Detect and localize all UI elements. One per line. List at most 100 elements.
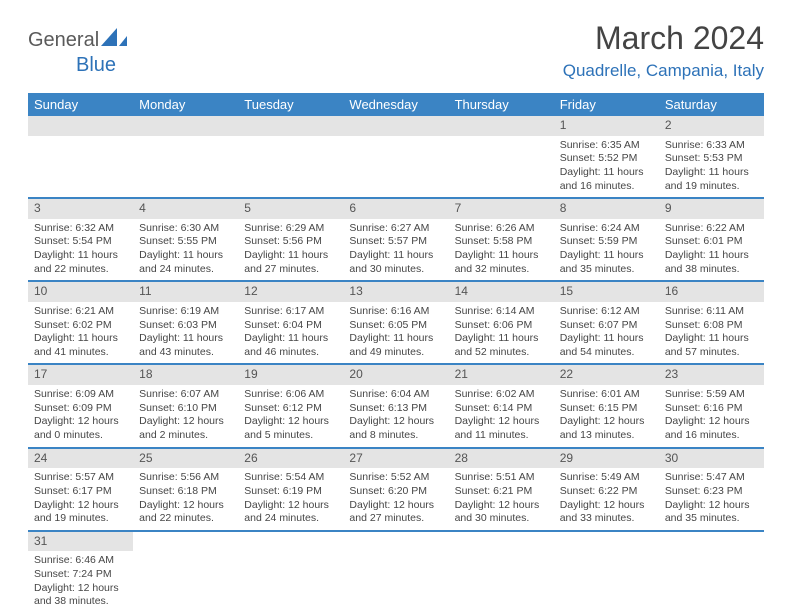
- calendar-cell: 23Sunrise: 5:59 AMSunset: 6:16 PMDayligh…: [659, 364, 764, 447]
- calendar-week: 31Sunrise: 6:46 AMSunset: 7:24 PMDayligh…: [28, 531, 764, 613]
- sunset-text: Sunset: 6:01 PM: [665, 235, 758, 249]
- calendar-cell: [449, 531, 554, 613]
- sunrise-text: Sunrise: 6:11 AM: [665, 305, 758, 319]
- daylight-text: Daylight: 12 hours and 27 minutes.: [349, 499, 442, 526]
- daylight-text: Daylight: 11 hours and 30 minutes.: [349, 249, 442, 276]
- day-number: 7: [449, 199, 554, 219]
- day-content: Sunrise: 6:06 AMSunset: 6:12 PMDaylight:…: [238, 385, 343, 447]
- calendar-cell: 5Sunrise: 6:29 AMSunset: 5:56 PMDaylight…: [238, 198, 343, 281]
- day-number: 16: [659, 282, 764, 302]
- day-content: Sunrise: 5:51 AMSunset: 6:21 PMDaylight:…: [449, 468, 554, 530]
- calendar-cell: 14Sunrise: 6:14 AMSunset: 6:06 PMDayligh…: [449, 281, 554, 364]
- day-content: Sunrise: 6:11 AMSunset: 6:08 PMDaylight:…: [659, 302, 764, 364]
- daylight-text: Daylight: 11 hours and 19 minutes.: [665, 166, 758, 193]
- sunrise-text: Sunrise: 6:09 AM: [34, 388, 127, 402]
- sunset-text: Sunset: 5:52 PM: [560, 152, 653, 166]
- sunset-text: Sunset: 6:22 PM: [560, 485, 653, 499]
- calendar-cell: 21Sunrise: 6:02 AMSunset: 6:14 PMDayligh…: [449, 364, 554, 447]
- calendar-week: 1Sunrise: 6:35 AMSunset: 5:52 PMDaylight…: [28, 116, 764, 198]
- calendar-cell: [343, 531, 448, 613]
- day-number: 3: [28, 199, 133, 219]
- day-number: 26: [238, 449, 343, 469]
- daylight-text: Daylight: 11 hours and 22 minutes.: [34, 249, 127, 276]
- daylight-text: Daylight: 11 hours and 41 minutes.: [34, 332, 127, 359]
- sunrise-text: Sunrise: 6:30 AM: [139, 222, 232, 236]
- day-content: Sunrise: 6:04 AMSunset: 6:13 PMDaylight:…: [343, 385, 448, 447]
- day-number: 15: [554, 282, 659, 302]
- day-number: 30: [659, 449, 764, 469]
- sunset-text: Sunset: 6:20 PM: [349, 485, 442, 499]
- sunset-text: Sunset: 6:14 PM: [455, 402, 548, 416]
- header: General Blue March 2024 Quadrelle, Campa…: [28, 20, 764, 81]
- title-block: March 2024 Quadrelle, Campania, Italy: [563, 20, 764, 81]
- daylight-text: Daylight: 12 hours and 19 minutes.: [34, 499, 127, 526]
- dayname-thursday: Thursday: [449, 93, 554, 116]
- day-content: Sunrise: 6:24 AMSunset: 5:59 PMDaylight:…: [554, 219, 659, 281]
- day-number: 12: [238, 282, 343, 302]
- dayname-saturday: Saturday: [659, 93, 764, 116]
- sunset-text: Sunset: 6:02 PM: [34, 319, 127, 333]
- sunrise-text: Sunrise: 6:24 AM: [560, 222, 653, 236]
- dayname-tuesday: Tuesday: [238, 93, 343, 116]
- daylight-text: Daylight: 12 hours and 2 minutes.: [139, 415, 232, 442]
- calendar-cell: 28Sunrise: 5:51 AMSunset: 6:21 PMDayligh…: [449, 448, 554, 531]
- sunset-text: Sunset: 5:54 PM: [34, 235, 127, 249]
- calendar-week: 3Sunrise: 6:32 AMSunset: 5:54 PMDaylight…: [28, 198, 764, 281]
- sunset-text: Sunset: 5:58 PM: [455, 235, 548, 249]
- daylight-text: Daylight: 12 hours and 38 minutes.: [34, 582, 127, 609]
- sunrise-text: Sunrise: 6:01 AM: [560, 388, 653, 402]
- day-content: Sunrise: 6:27 AMSunset: 5:57 PMDaylight:…: [343, 219, 448, 281]
- calendar-cell: [238, 116, 343, 198]
- calendar-week: 10Sunrise: 6:21 AMSunset: 6:02 PMDayligh…: [28, 281, 764, 364]
- sunset-text: Sunset: 6:07 PM: [560, 319, 653, 333]
- daylight-text: Daylight: 12 hours and 22 minutes.: [139, 499, 232, 526]
- daylight-text: Daylight: 11 hours and 57 minutes.: [665, 332, 758, 359]
- calendar-cell: 11Sunrise: 6:19 AMSunset: 6:03 PMDayligh…: [133, 281, 238, 364]
- daylight-text: Daylight: 12 hours and 35 minutes.: [665, 499, 758, 526]
- calendar-cell: [238, 531, 343, 613]
- daylight-text: Daylight: 11 hours and 54 minutes.: [560, 332, 653, 359]
- dayname-wednesday: Wednesday: [343, 93, 448, 116]
- day-number: 6: [343, 199, 448, 219]
- day-content: Sunrise: 5:47 AMSunset: 6:23 PMDaylight:…: [659, 468, 764, 530]
- calendar-cell: 6Sunrise: 6:27 AMSunset: 5:57 PMDaylight…: [343, 198, 448, 281]
- sunrise-text: Sunrise: 6:04 AM: [349, 388, 442, 402]
- calendar-cell: 12Sunrise: 6:17 AMSunset: 6:04 PMDayligh…: [238, 281, 343, 364]
- sunrise-text: Sunrise: 6:07 AM: [139, 388, 232, 402]
- day-content: Sunrise: 5:56 AMSunset: 6:18 PMDaylight:…: [133, 468, 238, 530]
- sunrise-text: Sunrise: 5:59 AM: [665, 388, 758, 402]
- daylight-text: Daylight: 11 hours and 43 minutes.: [139, 332, 232, 359]
- logo-sail-icon: [101, 28, 127, 52]
- calendar-cell: 30Sunrise: 5:47 AMSunset: 6:23 PMDayligh…: [659, 448, 764, 531]
- sunset-text: Sunset: 6:10 PM: [139, 402, 232, 416]
- sunset-text: Sunset: 6:18 PM: [139, 485, 232, 499]
- daylight-text: Daylight: 12 hours and 13 minutes.: [560, 415, 653, 442]
- sunset-text: Sunset: 6:08 PM: [665, 319, 758, 333]
- sunrise-text: Sunrise: 6:02 AM: [455, 388, 548, 402]
- day-number: 10: [28, 282, 133, 302]
- calendar-cell: [343, 116, 448, 198]
- day-number: 17: [28, 365, 133, 385]
- daylight-text: Daylight: 11 hours and 24 minutes.: [139, 249, 232, 276]
- daylight-text: Daylight: 12 hours and 11 minutes.: [455, 415, 548, 442]
- sunrise-text: Sunrise: 5:52 AM: [349, 471, 442, 485]
- day-content: Sunrise: 6:33 AMSunset: 5:53 PMDaylight:…: [659, 136, 764, 198]
- sunset-text: Sunset: 5:59 PM: [560, 235, 653, 249]
- sunset-text: Sunset: 5:57 PM: [349, 235, 442, 249]
- calendar-cell: 16Sunrise: 6:11 AMSunset: 6:08 PMDayligh…: [659, 281, 764, 364]
- daylight-text: Daylight: 12 hours and 30 minutes.: [455, 499, 548, 526]
- daylight-text: Daylight: 11 hours and 16 minutes.: [560, 166, 653, 193]
- day-number: 9: [659, 199, 764, 219]
- calendar-cell: 3Sunrise: 6:32 AMSunset: 5:54 PMDaylight…: [28, 198, 133, 281]
- day-number: 29: [554, 449, 659, 469]
- day-content: Sunrise: 6:22 AMSunset: 6:01 PMDaylight:…: [659, 219, 764, 281]
- day-number: 25: [133, 449, 238, 469]
- day-content: Sunrise: 6:14 AMSunset: 6:06 PMDaylight:…: [449, 302, 554, 364]
- day-number: 23: [659, 365, 764, 385]
- sunrise-text: Sunrise: 5:47 AM: [665, 471, 758, 485]
- day-number: 1: [554, 116, 659, 136]
- calendar-cell: 24Sunrise: 5:57 AMSunset: 6:17 PMDayligh…: [28, 448, 133, 531]
- sunset-text: Sunset: 6:17 PM: [34, 485, 127, 499]
- calendar-cell: 25Sunrise: 5:56 AMSunset: 6:18 PMDayligh…: [133, 448, 238, 531]
- sunset-text: Sunset: 6:12 PM: [244, 402, 337, 416]
